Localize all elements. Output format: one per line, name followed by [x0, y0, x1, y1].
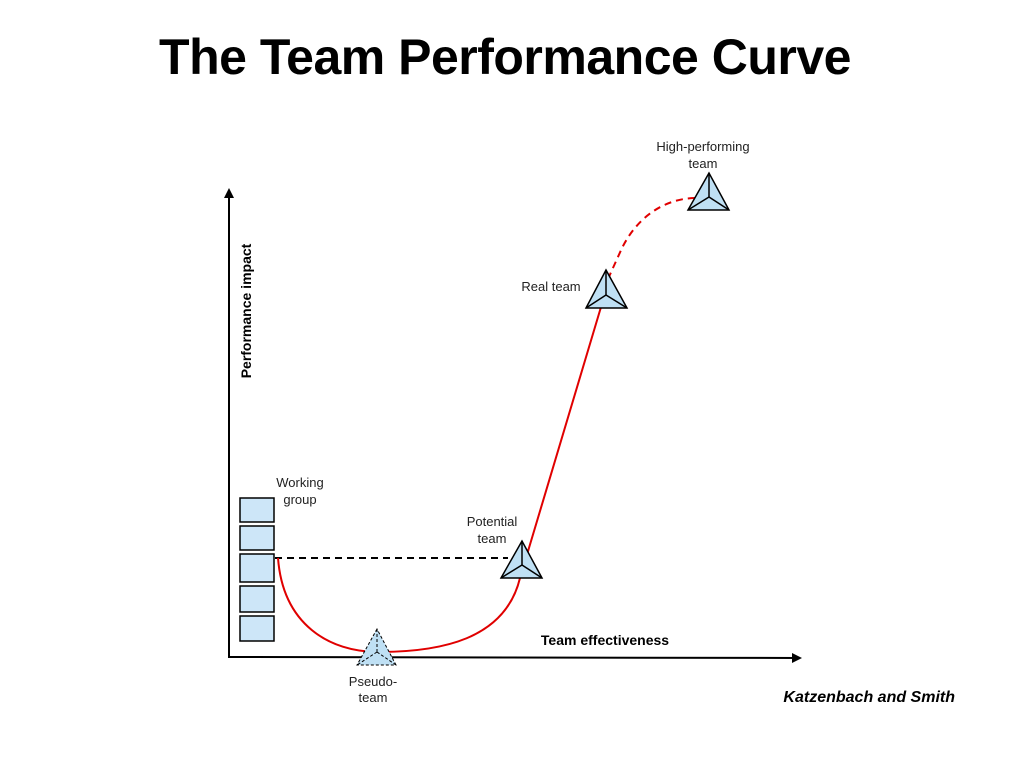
performance-curve	[277, 306, 602, 654]
high-performing-label-line1: High-performing	[656, 139, 749, 154]
high-performing-label-line2: team	[689, 156, 718, 171]
slide-title: The Team Performance Curve	[159, 29, 851, 85]
potential-team-label-line2: team	[478, 531, 507, 546]
pyramid-icon	[356, 627, 397, 666]
source-credit: Katzenbach and Smith	[783, 689, 955, 706]
working-group-label-line1: Working	[276, 475, 323, 490]
pseudo-team-label-line2: team	[359, 690, 388, 705]
y-axis-label: Performance impact	[238, 243, 254, 378]
pyramid-icon	[584, 268, 629, 309]
real-team-label: Real team	[521, 279, 580, 294]
performance-curve-dashed	[602, 197, 697, 291]
stacked-bars-icon	[239, 497, 275, 642]
pyramid-icon	[499, 539, 544, 579]
x-axis	[227, 652, 802, 663]
potential-team-label-line1: Potential	[467, 514, 518, 529]
working-group-label-line2: group	[283, 492, 316, 507]
x-axis-label: Team effectiveness	[541, 632, 669, 648]
pseudo-team-label-line1: Pseudo-	[349, 674, 397, 689]
pyramid-icon	[686, 171, 731, 211]
